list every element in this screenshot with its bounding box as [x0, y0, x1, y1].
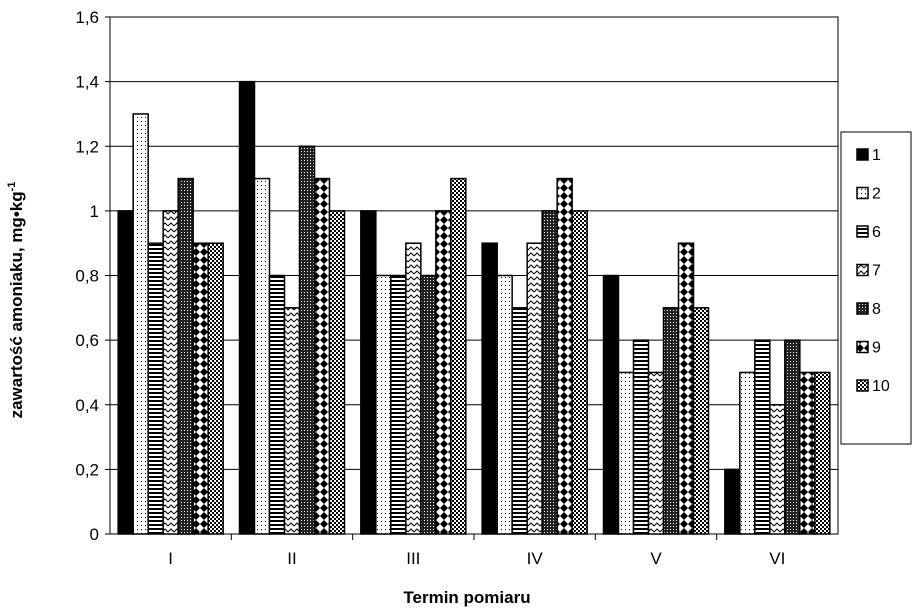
bar-series-7-VI	[769, 404, 786, 535]
bar-series-9-III	[435, 210, 452, 535]
bar-series-1-VI	[724, 468, 741, 535]
bar-series-9-II	[313, 177, 331, 535]
bar-series-1-IV	[481, 242, 498, 535]
legend-swatch-10	[856, 379, 869, 392]
x-tick-label: VI	[769, 549, 785, 568]
legend-swatch-6	[856, 225, 869, 238]
bars	[117, 80, 831, 535]
bar-series-6-III	[390, 274, 407, 535]
y-tick-label: 1	[90, 202, 99, 221]
legend-label-1: 1	[872, 147, 881, 164]
bar-series-6-IV	[511, 307, 528, 535]
bar-series-8-III	[420, 274, 437, 535]
bar-series-2-I	[132, 113, 149, 535]
bar-series-2-II	[253, 177, 271, 535]
bar-series-8-V	[662, 307, 680, 535]
bar-series-7-IV	[526, 242, 543, 535]
legend-swatch-1	[856, 148, 869, 161]
y-tick-label: 1,4	[75, 73, 99, 92]
bar-series-1-III	[360, 210, 377, 535]
x-tick-label: V	[650, 549, 662, 568]
bar-series-9-VI	[799, 371, 816, 535]
bar-series-10-V	[692, 307, 710, 535]
x-tick-label: I	[168, 549, 173, 568]
x-tick-label: III	[406, 549, 420, 568]
bar-series-6-I	[147, 242, 164, 535]
tick-labels: 00,20,40,60,811,21,41,6I II III IV V VI	[75, 8, 785, 568]
bar-series-8-IV	[541, 210, 558, 535]
bar-series-9-IV	[556, 177, 573, 535]
legend-label-10: 10	[872, 378, 890, 395]
legend: 1 2 6 7 8 9 10	[840, 131, 912, 445]
y-tick-label: 0,2	[75, 460, 99, 479]
bar-series-10-VI	[814, 371, 831, 535]
bar-series-7-I	[162, 210, 179, 535]
bar-series-10-III	[450, 177, 467, 535]
y-tick-label: 1,6	[75, 8, 99, 27]
bar-series-8-VI	[784, 339, 801, 535]
y-tick-label: 0,8	[75, 267, 99, 286]
y-axis-title-superscript: -1	[6, 182, 18, 192]
legend-swatch-2	[856, 186, 869, 200]
legend-label-7: 7	[872, 263, 881, 280]
bar-series-10-II	[328, 210, 346, 535]
y-tick-label: 0,6	[75, 331, 99, 350]
bar-series-9-I	[192, 242, 209, 535]
bar-series-2-III	[375, 274, 392, 535]
x-axis-title: Termin pomiaru	[403, 588, 530, 607]
grid-lines	[110, 16, 838, 470]
legend-swatch-9	[856, 340, 869, 354]
y-axis-title: zawartość amoniaku, mg•kg-1	[6, 182, 26, 419]
x-tick-label: II	[287, 549, 296, 568]
bar-series-6-II	[268, 274, 286, 535]
bar-series-8-I	[177, 177, 194, 535]
bar-series-7-V	[647, 371, 665, 535]
bar-series-2-V	[617, 371, 635, 535]
bar-series-7-II	[283, 307, 301, 535]
bar-series-8-II	[298, 145, 316, 535]
x-tick-label: IV	[527, 549, 544, 568]
bar-series-1-V	[602, 274, 620, 535]
legend-swatch-7	[856, 263, 869, 277]
y-tick-label: 0	[90, 525, 99, 544]
legend-swatch-8	[856, 302, 869, 315]
bar-series-2-VI	[739, 371, 756, 535]
legend-label-6: 6	[872, 224, 881, 241]
bar-series-6-V	[632, 339, 650, 535]
legend-label-9: 9	[872, 340, 881, 357]
bar-series-10-I	[207, 242, 224, 535]
y-axis-title-text: zawartość amoniaku, mg•kg	[7, 191, 26, 418]
legend-label-8: 8	[872, 301, 881, 318]
bar-series-6-VI	[754, 339, 771, 535]
bar-series-1-II	[238, 80, 256, 535]
bar-series-1-I	[117, 210, 134, 535]
bar-series-7-III	[405, 242, 422, 535]
bar-series-10-IV	[571, 210, 588, 535]
bar-series-9-V	[677, 242, 695, 535]
bar-series-2-IV	[496, 274, 513, 535]
y-tick-label: 1,2	[75, 137, 99, 156]
legend-box	[840, 131, 912, 445]
legend-label-2: 2	[872, 186, 881, 203]
y-tick-label: 0,4	[75, 396, 99, 415]
